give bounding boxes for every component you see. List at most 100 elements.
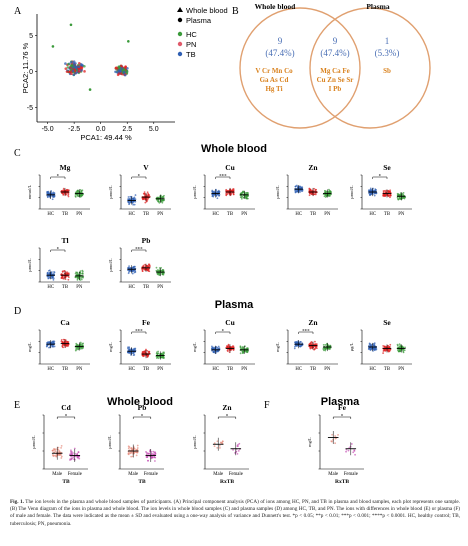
data-point bbox=[54, 450, 57, 453]
data-point bbox=[64, 339, 67, 342]
data-point bbox=[154, 460, 156, 462]
pca-point bbox=[77, 65, 81, 69]
dot-plot-zn: Zn μmol/L Male Female * RxTB bbox=[192, 403, 249, 485]
data-point bbox=[72, 452, 74, 454]
data-point bbox=[53, 451, 56, 454]
data-point bbox=[61, 346, 64, 348]
data-point bbox=[127, 201, 130, 203]
data-point bbox=[241, 352, 244, 354]
data-point bbox=[220, 441, 222, 444]
data-point bbox=[135, 454, 138, 457]
group-label: Female bbox=[144, 472, 158, 477]
group-label: TB bbox=[143, 212, 149, 217]
data-point bbox=[225, 345, 228, 347]
plasma-sex-plots: Fe mg/L Male Female * RxTB bbox=[307, 403, 364, 485]
data-point bbox=[46, 272, 49, 275]
pca-point bbox=[72, 60, 76, 63]
legend-label: Whole blood bbox=[186, 6, 228, 15]
data-point bbox=[148, 350, 151, 353]
venn-set-label-whole-blood: Whole blood bbox=[255, 2, 296, 11]
data-point bbox=[49, 344, 52, 347]
data-point bbox=[399, 350, 401, 353]
venn-overlap-pct: (47.4%) bbox=[320, 48, 349, 58]
plot-x-label: TB bbox=[138, 479, 146, 485]
data-point bbox=[129, 269, 132, 272]
legend-label: HC bbox=[186, 30, 197, 39]
data-point bbox=[211, 347, 214, 350]
plot-title: Se bbox=[383, 318, 391, 327]
data-point bbox=[67, 193, 70, 195]
significance-bracket bbox=[215, 331, 231, 334]
data-point bbox=[295, 184, 298, 187]
data-point bbox=[387, 191, 389, 193]
dot-plot-cd: Cd μmol/L Male Female * TB bbox=[31, 403, 88, 485]
plasma-ion-plots: Ca mg/L HC TB PN Fe mg/L HC TB PN *** Cu mg/L HC TB PN *… bbox=[27, 318, 412, 372]
significance-label: *** bbox=[302, 330, 310, 335]
dot-plot-se: Se μg/L HC TB PN bbox=[349, 318, 412, 372]
data-point bbox=[354, 453, 356, 456]
group-label: TB bbox=[62, 212, 68, 217]
plot-unit-label: μg/L bbox=[349, 342, 354, 351]
data-point bbox=[403, 197, 406, 200]
data-point bbox=[152, 450, 155, 453]
data-point bbox=[127, 198, 130, 201]
pca-x-tick-label: 0.0 bbox=[96, 126, 106, 133]
data-point bbox=[81, 273, 84, 275]
data-point bbox=[130, 455, 133, 458]
pca-point bbox=[124, 65, 127, 69]
legend-label: PN bbox=[186, 40, 196, 49]
data-point bbox=[402, 191, 405, 194]
data-point bbox=[70, 455, 73, 458]
figure-canvas: A B C D E F Whole blood Plasma Whole blo… bbox=[14, 2, 431, 485]
significance-bracket bbox=[56, 416, 76, 419]
data-point bbox=[75, 191, 78, 193]
data-point bbox=[294, 344, 297, 347]
data-point bbox=[59, 453, 61, 456]
significance-bracket bbox=[372, 176, 388, 179]
data-point bbox=[66, 271, 69, 274]
plot-title: Tl bbox=[61, 236, 68, 245]
pca-y-axis-label: PCA2: 11.76 % bbox=[21, 42, 30, 93]
data-point bbox=[128, 202, 131, 205]
significance-label: * bbox=[141, 415, 144, 420]
legend-marker bbox=[177, 41, 183, 47]
group-label: PN bbox=[324, 367, 331, 372]
data-point bbox=[226, 350, 229, 352]
pca-point bbox=[73, 69, 77, 73]
data-point bbox=[62, 187, 65, 190]
data-point bbox=[215, 346, 218, 348]
data-point bbox=[301, 186, 304, 188]
legend-label: Plasma bbox=[186, 16, 212, 25]
data-point bbox=[128, 348, 130, 351]
plot-unit-label: μmol/L bbox=[192, 435, 197, 449]
significance-label: * bbox=[379, 175, 382, 180]
data-point bbox=[157, 355, 159, 358]
data-point bbox=[239, 196, 242, 199]
data-point bbox=[337, 434, 339, 436]
group-label: Male bbox=[213, 472, 223, 477]
data-point bbox=[154, 453, 157, 456]
plot-unit-label: μmol/L bbox=[349, 185, 354, 199]
group-label: TB bbox=[62, 285, 68, 290]
data-point bbox=[80, 343, 83, 346]
group-label: HC bbox=[295, 367, 302, 372]
data-point bbox=[161, 273, 164, 276]
data-point bbox=[75, 271, 77, 274]
group-label: Female bbox=[344, 472, 358, 477]
data-point bbox=[157, 350, 160, 353]
legend-triangle-icon bbox=[177, 7, 183, 12]
venn-left-pct: (47.4%) bbox=[265, 48, 294, 58]
data-point bbox=[334, 442, 337, 445]
data-point bbox=[146, 349, 149, 352]
pca-scatter-plot: -5.0 -2.5 0.0 2.5 5.0 -5 0 5 PCA1: 49.44 % PCA2: … bbox=[21, 6, 228, 142]
data-point bbox=[51, 198, 54, 201]
significance-bracket bbox=[131, 249, 147, 252]
pca-x-axis-label: PCA1: 49.44 % bbox=[80, 133, 132, 142]
data-point bbox=[134, 200, 137, 203]
data-point bbox=[217, 345, 220, 348]
plot-unit-label: μmol/L bbox=[107, 435, 112, 449]
data-point bbox=[132, 352, 135, 354]
data-point bbox=[130, 353, 132, 356]
data-point bbox=[53, 271, 56, 274]
data-point bbox=[148, 452, 151, 455]
